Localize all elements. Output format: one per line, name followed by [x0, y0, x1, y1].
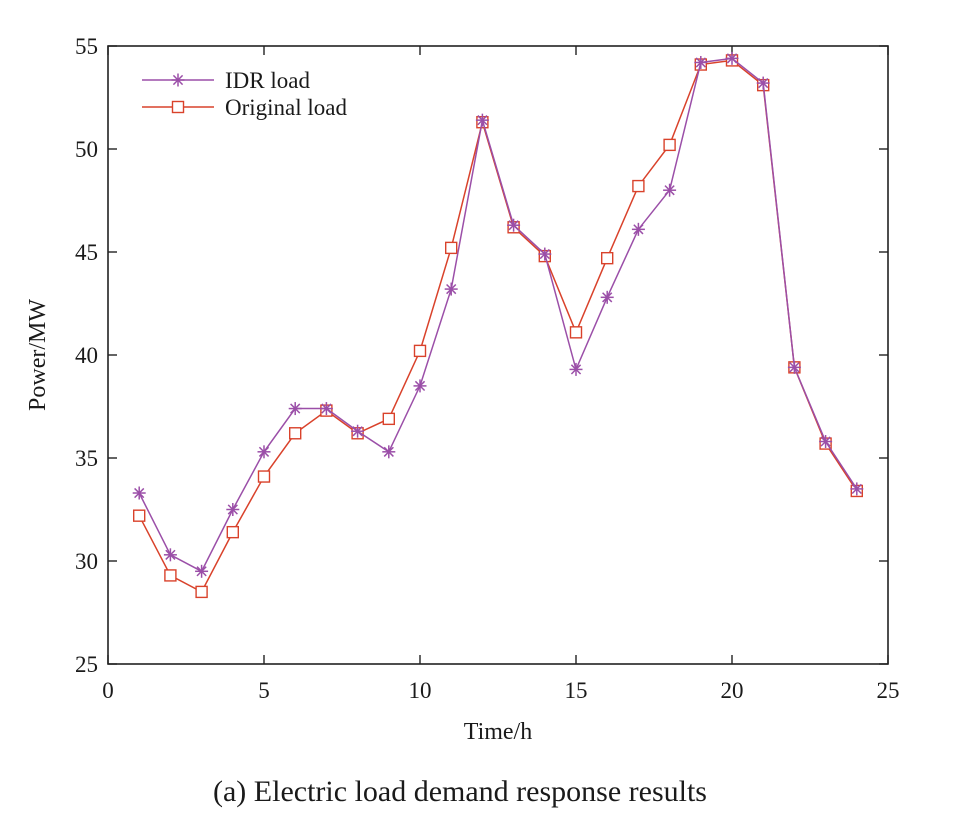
y-tick-label: 40: [75, 343, 98, 368]
legend-item: IDR load: [142, 68, 310, 93]
asterisk-stroke: [414, 380, 426, 392]
data-point: [725, 51, 739, 65]
x-tick-label: 5: [258, 678, 270, 703]
data-point: [601, 251, 614, 265]
legend-label: Original load: [225, 95, 347, 120]
y-tick-label: 35: [75, 446, 98, 471]
asterisk-stroke: [602, 292, 613, 303]
series-line: [138, 57, 858, 573]
asterisk-stroke: [508, 220, 519, 231]
y-tick-label: 30: [75, 549, 98, 574]
asterisk-stroke: [290, 403, 301, 414]
y-tick-label: 45: [75, 240, 98, 265]
asterisk-stroke: [726, 53, 738, 64]
data-point: [289, 427, 302, 440]
data-point: [694, 55, 708, 69]
data-point: [413, 379, 427, 393]
asterisk-stroke: [851, 483, 862, 495]
asterisk-stroke: [539, 248, 550, 260]
y-tick-label: 50: [75, 137, 98, 162]
asterisk-stroke: [352, 426, 363, 437]
data-point: [663, 183, 677, 197]
data-point: [631, 222, 645, 236]
x-tick-label: 25: [877, 678, 900, 703]
y-tick-label: 25: [75, 652, 98, 677]
data-point: [132, 509, 146, 522]
asterisk-stroke: [820, 436, 831, 447]
data-point: [226, 525, 240, 539]
data-point: [257, 470, 271, 483]
asterisk-stroke: [165, 549, 176, 560]
x-tick-label: 20: [721, 678, 744, 703]
axis-ticks: 0 5 10 15 20 25 25 30 35 40 45 50 55: [75, 34, 900, 703]
data-point: [226, 503, 240, 516]
data-point: [195, 585, 208, 599]
y-tick-label: 55: [75, 34, 98, 59]
asterisk-stroke: [227, 504, 238, 515]
asterisk-stroke: [570, 364, 582, 375]
asterisk-stroke: [321, 403, 332, 414]
data-point: [195, 564, 209, 578]
asterisk-stroke: [695, 57, 706, 68]
data-point: [569, 326, 583, 339]
plot-frame: [107, 45, 889, 665]
data-point: [257, 445, 271, 459]
asterisk-stroke: [477, 115, 488, 126]
x-tick-label: 10: [409, 678, 432, 703]
series-line: [138, 59, 858, 593]
data-point: [319, 402, 333, 416]
legend-marker: [171, 73, 185, 87]
asterisk-stroke: [196, 566, 207, 577]
data-point: [632, 179, 645, 193]
series-layer: [132, 51, 864, 599]
series-original-load: [132, 54, 863, 599]
data-point: [163, 548, 177, 562]
legend-marker: [171, 100, 185, 114]
asterisk-stroke: [446, 283, 457, 295]
data-point: [663, 138, 676, 152]
asterisk-stroke: [258, 446, 270, 457]
legend-label: IDR load: [225, 68, 310, 93]
data-point: [819, 435, 833, 449]
data-point: [507, 218, 521, 232]
data-point: [600, 290, 614, 304]
y-axis-title: Power/MW: [25, 299, 51, 411]
data-point: [413, 344, 427, 358]
asterisk-stroke: [633, 224, 644, 235]
asterisk-stroke: [789, 362, 800, 373]
data-point: [850, 482, 864, 496]
asterisk-stroke: [172, 74, 184, 86]
data-point: [382, 412, 395, 426]
x-tick-label: 0: [102, 678, 114, 703]
data-point: [132, 486, 146, 500]
asterisk-stroke: [383, 446, 394, 457]
data-point: [569, 362, 583, 376]
asterisk-stroke: [758, 77, 769, 89]
data-point: [164, 569, 177, 582]
data-point: [288, 402, 302, 416]
asterisk-stroke: [134, 487, 145, 499]
x-axis-title: Time/h: [464, 719, 532, 745]
data-point: [475, 113, 489, 127]
data-point: [756, 76, 770, 90]
data-point: [538, 247, 552, 261]
chart-caption: (a) Electric load demand response result…: [213, 775, 707, 808]
data-point: [351, 424, 365, 438]
legend-item: Original load: [142, 95, 347, 120]
asterisk-stroke: [664, 185, 675, 196]
plot-area-border: [107, 45, 889, 665]
data-point: [787, 360, 801, 374]
x-tick-label: 15: [565, 678, 588, 703]
series-idr-load: [132, 51, 864, 578]
data-point: [445, 241, 458, 255]
data-point: [444, 282, 458, 296]
data-point: [382, 445, 396, 459]
